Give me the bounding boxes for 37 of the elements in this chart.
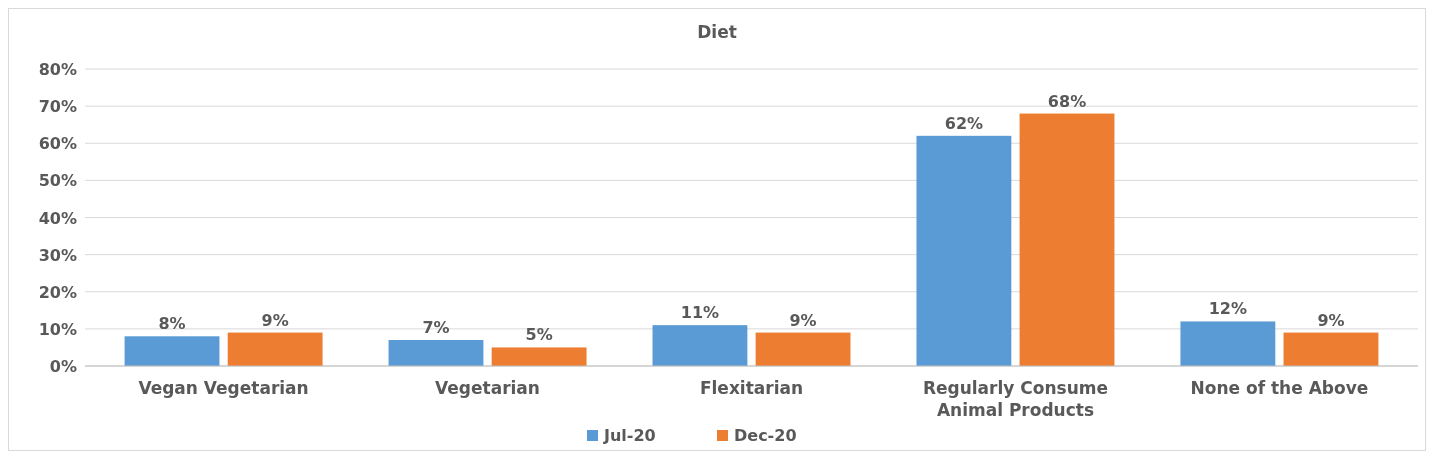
y-tick-label: 60%	[38, 134, 77, 154]
y-tick-label: 30%	[38, 245, 77, 265]
data-label: 12%	[1208, 299, 1248, 319]
data-label: 9%	[789, 310, 817, 330]
data-label: 9%	[261, 310, 289, 330]
bar	[388, 340, 484, 366]
bar	[916, 135, 1012, 366]
data-label: 68%	[1047, 91, 1087, 111]
chart-title: Diet	[697, 22, 737, 42]
data-label: 11%	[680, 303, 720, 323]
x-tick-label: Vegetarian	[435, 378, 540, 398]
y-tick-label: 20%	[38, 282, 77, 302]
data-label: 8%	[158, 314, 186, 334]
bar	[1180, 321, 1276, 366]
y-tick-label: 80%	[38, 60, 77, 79]
y-tick-label: 0%	[49, 357, 77, 376]
bar	[491, 347, 587, 366]
y-tick-label: 10%	[38, 319, 77, 339]
bar	[227, 332, 323, 366]
bar	[755, 332, 851, 366]
bar	[124, 336, 220, 366]
data-label: 9%	[1317, 310, 1345, 330]
data-label: 62%	[944, 113, 984, 133]
y-tick-label: 40%	[38, 208, 77, 228]
x-tick-label: Vegan Vegetarian	[138, 378, 309, 398]
data-label: 7%	[422, 318, 450, 338]
bar	[1283, 332, 1379, 366]
y-tick-label: 70%	[38, 97, 77, 117]
bar	[652, 325, 748, 366]
data-label: 5%	[525, 325, 553, 345]
legend-label: Dec-20	[734, 426, 797, 445]
x-tick-label: None of the Above	[1190, 378, 1369, 398]
x-tick-label: Flexitarian	[699, 378, 804, 398]
legend-label: Jul-20	[603, 426, 656, 445]
y-tick-label: 50%	[38, 171, 77, 191]
x-tick-label: Regularly Consume Animal Products	[922, 378, 1109, 420]
bar	[1019, 113, 1115, 366]
